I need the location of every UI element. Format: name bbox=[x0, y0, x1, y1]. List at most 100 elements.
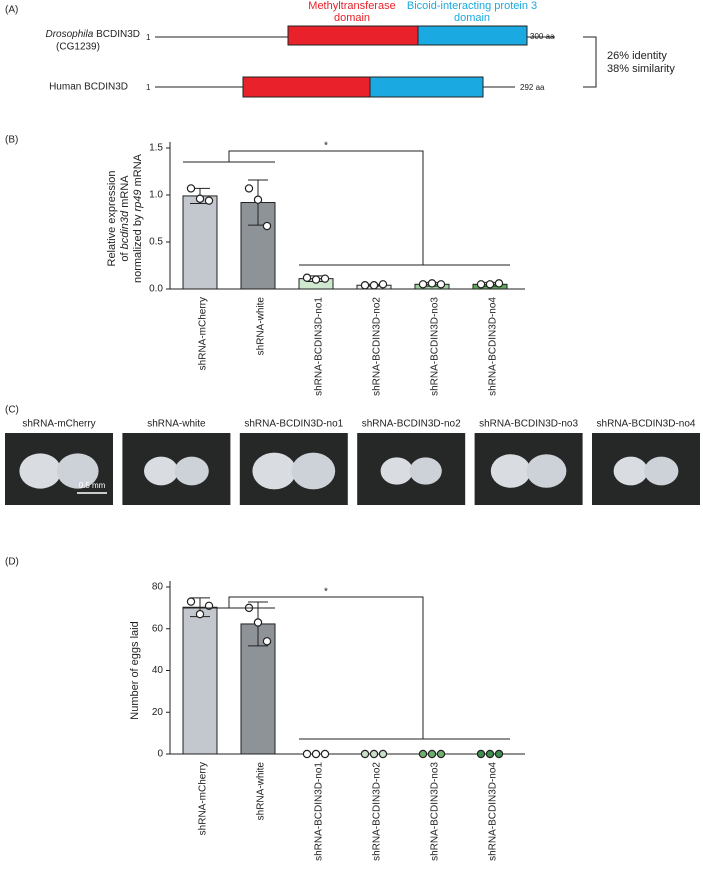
data-point bbox=[244, 184, 254, 193]
bar bbox=[182, 195, 218, 290]
significance-label: * bbox=[324, 587, 328, 598]
y-tick-label: 1.5 bbox=[149, 143, 163, 154]
data-point bbox=[427, 749, 437, 759]
ovary-lobe bbox=[644, 456, 679, 486]
data-point bbox=[253, 618, 263, 627]
data-point bbox=[418, 749, 428, 759]
start-label: 1 bbox=[146, 33, 151, 42]
data-point bbox=[204, 196, 214, 205]
ovary-lobe bbox=[291, 452, 336, 490]
y-axis-label-part: bcdin3d bbox=[119, 210, 131, 249]
protein-alias: (CG1239) bbox=[56, 42, 100, 53]
y-axis-label-part: normalized by bbox=[132, 211, 144, 283]
bicoid-domain bbox=[369, 76, 484, 98]
ovary-lobe bbox=[490, 454, 531, 488]
panel-label: (D) bbox=[5, 557, 19, 568]
x-tick-label: shRNA-white bbox=[256, 762, 267, 821]
x-tick-label: shRNA-BCDIN3D-no2 bbox=[372, 297, 383, 396]
domain-title: domain bbox=[334, 12, 370, 24]
y-axis-label: Relative expression bbox=[106, 171, 118, 267]
data-point bbox=[311, 275, 321, 284]
data-point bbox=[302, 749, 312, 759]
y-tick-label: 0 bbox=[157, 749, 163, 760]
image-label: shRNA-BCDIN3D-no4 bbox=[597, 419, 696, 430]
image-label: shRNA-BCDIN3D-no1 bbox=[244, 419, 343, 430]
methyltransferase-domain bbox=[242, 76, 371, 98]
protein-name: Drosophila BCDIN3D bbox=[46, 29, 141, 40]
data-point bbox=[494, 749, 504, 759]
y-tick-label: 1.0 bbox=[149, 190, 163, 201]
significance-bracket bbox=[183, 150, 510, 266]
x-tick-label: shRNA-BCDIN3D-no4 bbox=[488, 762, 499, 861]
y-tick-label: 60 bbox=[152, 623, 164, 634]
data-point bbox=[378, 749, 388, 759]
data-point bbox=[320, 749, 330, 759]
protein-name-text: BCDIN3D bbox=[93, 29, 140, 40]
bicoid-domain bbox=[417, 25, 528, 46]
domain-title: Bicoid-interacting protein 3 bbox=[407, 0, 537, 12]
similarity: 38% similarity bbox=[607, 63, 675, 75]
y-tick-label: 0.0 bbox=[149, 284, 163, 295]
x-tick-label: shRNA-BCDIN3D-no3 bbox=[430, 297, 441, 396]
y-axis-label: of bcdin3d mRNA bbox=[119, 175, 131, 262]
data-point bbox=[436, 280, 446, 289]
y-axis-label-part: Number of eggs laid bbox=[129, 621, 141, 719]
y-tick-label: 20 bbox=[152, 707, 164, 718]
x-tick-label: shRNA-white bbox=[256, 297, 267, 356]
image-label: shRNA-BCDIN3D-no3 bbox=[479, 419, 578, 430]
domain-title: domain bbox=[454, 12, 490, 24]
data-point bbox=[262, 637, 272, 646]
methyltransferase-domain bbox=[287, 25, 419, 46]
image-label: shRNA-BCDIN3D-no2 bbox=[362, 419, 461, 430]
data-point bbox=[186, 597, 196, 606]
data-point bbox=[311, 749, 321, 759]
data-point bbox=[369, 749, 379, 759]
ovary-lobe bbox=[144, 456, 179, 486]
ovary-lobe bbox=[252, 452, 297, 490]
data-point bbox=[360, 281, 370, 290]
y-axis-label-part: of bbox=[119, 249, 131, 261]
data-point bbox=[195, 609, 205, 619]
data-point bbox=[476, 749, 486, 759]
data-point bbox=[485, 280, 495, 289]
y-axis-label-part: mRNA bbox=[132, 153, 144, 189]
y-axis-label: Number of eggs laid bbox=[129, 621, 141, 719]
data-point bbox=[360, 749, 370, 759]
panel-label: (B) bbox=[5, 135, 18, 146]
significance-bracket bbox=[183, 596, 510, 740]
data-point bbox=[302, 273, 312, 282]
y-tick-label: 40 bbox=[152, 665, 164, 676]
ovary-lobe bbox=[613, 456, 648, 486]
image-label: shRNA-white bbox=[147, 419, 206, 430]
y-axis-label-part: mRNA bbox=[119, 175, 131, 211]
panel-label: (C) bbox=[5, 405, 19, 416]
data-point bbox=[476, 280, 486, 289]
ovary-lobe bbox=[174, 456, 209, 486]
data-point bbox=[494, 279, 504, 288]
x-tick-label: shRNA-mCherry bbox=[198, 297, 209, 370]
start-label: 1 bbox=[146, 83, 151, 92]
x-tick-label: shRNA-BCDIN3D-no1 bbox=[314, 297, 325, 396]
end-label: 292 aa bbox=[520, 83, 545, 92]
comparison-bracket bbox=[583, 36, 597, 88]
y-axis-label-part: rp49 bbox=[132, 189, 144, 211]
x-tick-label: shRNA-mCherry bbox=[198, 762, 209, 835]
panel-label: (A) bbox=[5, 5, 18, 16]
ovary-lobe bbox=[526, 454, 567, 488]
identity: 26% identity bbox=[607, 50, 667, 62]
data-point bbox=[369, 281, 379, 290]
end-label: 300 aa bbox=[530, 32, 555, 41]
scale-bar-label: 0.5 mm bbox=[79, 481, 106, 490]
ovary-lobe bbox=[19, 453, 62, 489]
data-point bbox=[418, 280, 428, 289]
protein-diagram: Drosophila BCDIN3D (CG1239) 1 300 aa Met… bbox=[46, 0, 675, 98]
y-axis-label-part: Relative expression bbox=[106, 171, 118, 267]
domain-title: Methyltransferase bbox=[308, 0, 395, 12]
bar bbox=[182, 606, 218, 755]
image-label: shRNA-mCherry bbox=[22, 419, 95, 430]
protein-name: Human BCDIN3D bbox=[49, 82, 128, 93]
data-point bbox=[485, 749, 495, 759]
data-point bbox=[262, 221, 272, 231]
x-tick-label: shRNA-BCDIN3D-no4 bbox=[488, 297, 499, 396]
